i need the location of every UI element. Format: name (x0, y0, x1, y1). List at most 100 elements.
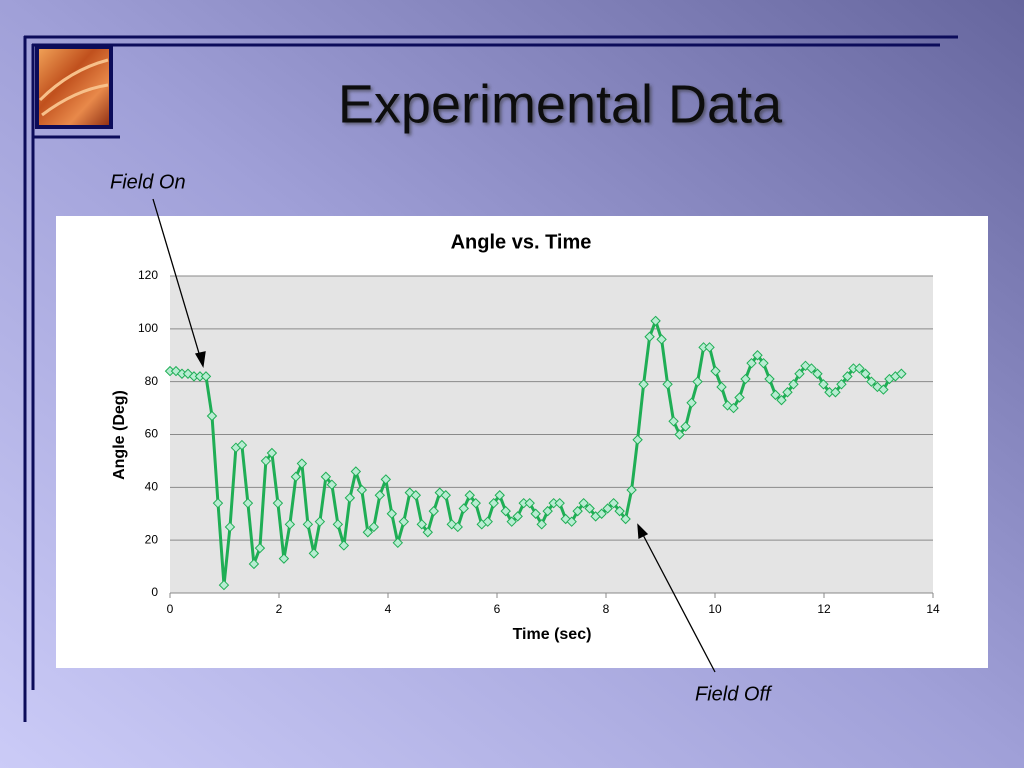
data-point (302, 519, 314, 530)
data-point (266, 447, 278, 459)
slide-title: Experimental Data (338, 74, 783, 134)
data-point (752, 350, 763, 361)
data-point (878, 384, 889, 395)
data-point (830, 387, 841, 398)
data-point (386, 508, 398, 519)
data-point (224, 521, 236, 533)
data-point (674, 429, 685, 440)
data-point (668, 416, 679, 427)
data-point (524, 497, 535, 509)
y-tick-label: 20 (145, 532, 159, 546)
data-point (704, 342, 715, 353)
plot: 0 20 40 60 80 100 120 0 2 4 6 8 10 12 14 (138, 268, 940, 616)
data-point (626, 484, 637, 496)
data-point (812, 368, 823, 379)
x-tick-label: 6 (494, 602, 501, 616)
x-tick-label: 14 (926, 602, 940, 616)
data-point (650, 315, 661, 327)
data-point (470, 497, 481, 509)
annotation-arrows (152, 198, 716, 673)
thumbnail-streaks (38, 58, 109, 117)
data-point (764, 373, 775, 385)
data-point (404, 487, 416, 498)
data-point (794, 368, 805, 379)
data-point (434, 487, 445, 498)
data-point (656, 334, 667, 345)
x-axis-label: Time (sec) (513, 626, 592, 643)
data-point (896, 368, 907, 379)
data-point (866, 376, 877, 387)
data-point (416, 519, 427, 530)
data-point (464, 490, 475, 501)
data-point (746, 357, 757, 369)
y-tick-label: 80 (145, 374, 159, 388)
data-point (506, 516, 517, 527)
data-point (536, 519, 547, 530)
data-point (350, 466, 362, 477)
data-point (842, 371, 853, 382)
data-point (860, 368, 871, 379)
data-point (662, 379, 673, 390)
data-point (566, 516, 577, 527)
data-point (584, 503, 595, 514)
data-point (722, 400, 733, 411)
data-point (482, 516, 493, 527)
x-tick-label: 2 (276, 602, 283, 616)
data-point (332, 519, 344, 530)
data-point (278, 553, 290, 564)
chart-title: Angle vs. Time (451, 231, 592, 253)
data-point (290, 471, 302, 482)
data-point (818, 379, 829, 390)
data-point (356, 484, 368, 496)
data-point (680, 421, 691, 432)
data-point (494, 490, 505, 501)
data-point (776, 394, 787, 406)
data-point (542, 505, 553, 517)
data-point (284, 519, 296, 530)
data-point (428, 505, 439, 517)
y-tick-label: 60 (145, 427, 159, 441)
data-point (452, 521, 463, 533)
data-point (806, 363, 817, 374)
data-point (500, 505, 511, 517)
data-point (572, 505, 583, 517)
data-point (488, 497, 499, 509)
data-point (338, 540, 350, 551)
x-tick-label: 8 (603, 602, 610, 616)
data-point (422, 527, 433, 538)
data-point (614, 505, 625, 517)
data-point (734, 392, 745, 403)
data-point (308, 548, 320, 559)
data-point (770, 389, 781, 401)
data-point (260, 455, 272, 467)
data-point (578, 497, 589, 509)
x-tick-label: 0 (167, 602, 174, 616)
annotation: Field On (110, 171, 186, 193)
data-point (458, 503, 469, 514)
x-tick-label: 10 (708, 602, 722, 616)
data-point (392, 537, 404, 549)
data-point (380, 474, 392, 485)
data-point (320, 471, 332, 482)
data-point (200, 371, 212, 382)
data-point (710, 365, 721, 377)
data-point (758, 357, 769, 369)
data-point (182, 368, 194, 379)
y-tick-label: 120 (138, 268, 158, 282)
y-tick-label: 0 (151, 585, 158, 599)
data-point (740, 373, 751, 385)
y-tick-label: 40 (145, 480, 159, 494)
data-point (326, 479, 338, 490)
data-point (446, 519, 457, 530)
annotation: Field Off (695, 683, 773, 705)
data-point (788, 379, 799, 390)
data-point (530, 508, 541, 519)
data-point (836, 379, 847, 390)
data-point (362, 527, 374, 538)
data-point (596, 508, 607, 519)
data-point (296, 458, 308, 469)
data-point (398, 516, 410, 527)
data-point (254, 542, 266, 554)
data-point (632, 434, 643, 445)
